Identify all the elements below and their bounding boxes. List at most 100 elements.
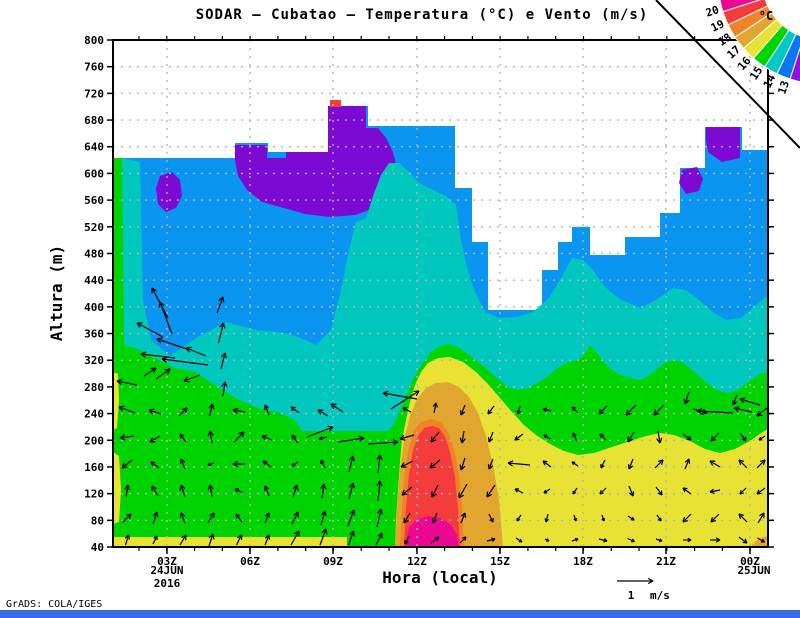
wind-arrow bbox=[348, 455, 355, 473]
wind-arrow bbox=[232, 460, 245, 468]
wind-arrow bbox=[208, 533, 215, 547]
plot-title: SODAR — Cubatao — Temperatura (°C) e Ven… bbox=[196, 7, 649, 23]
wind-arrow bbox=[682, 433, 692, 441]
wind-arrow bbox=[150, 461, 160, 469]
wind-arrow bbox=[155, 368, 171, 380]
wind-arrow bbox=[183, 374, 201, 383]
wind-arrow bbox=[598, 405, 608, 415]
wind-arrow bbox=[738, 536, 748, 544]
contour-band-red bbox=[404, 426, 460, 547]
wind-arrow bbox=[402, 407, 412, 413]
x-tick-label: 18Z bbox=[573, 555, 593, 568]
colorbar-label: 13 bbox=[776, 79, 792, 96]
wind-arrow bbox=[599, 487, 607, 495]
y-tick-label: 800 bbox=[84, 34, 104, 47]
wind-arrow bbox=[543, 434, 551, 440]
wind-arrow bbox=[376, 454, 383, 474]
y-tick-label: 520 bbox=[84, 221, 104, 234]
wind-arrow bbox=[601, 514, 606, 522]
vector-key-arrow bbox=[617, 577, 654, 585]
wind-arrow bbox=[516, 514, 522, 522]
wind-arrow bbox=[542, 407, 552, 412]
wind-arrow bbox=[156, 337, 188, 350]
wind-arrow bbox=[185, 346, 207, 357]
wind-arrow bbox=[653, 404, 665, 416]
x-tick-label: 21Z bbox=[656, 555, 676, 568]
wind-arrow bbox=[514, 488, 524, 494]
wind-arrow bbox=[488, 513, 494, 523]
wind-arrow bbox=[264, 534, 271, 546]
y-tick-label: 400 bbox=[84, 301, 104, 314]
wind-arrow bbox=[682, 487, 692, 495]
wind-arrow bbox=[217, 322, 226, 344]
wind-arrow bbox=[235, 534, 243, 546]
x-tick-label: 09Z bbox=[323, 555, 343, 568]
wind-arrow bbox=[152, 511, 159, 525]
wind-arrow bbox=[347, 509, 356, 527]
y-tick-label: 120 bbox=[84, 488, 104, 501]
wind-arrow bbox=[684, 458, 691, 470]
wind-arrow bbox=[118, 405, 136, 414]
y-tick-label: 720 bbox=[84, 87, 104, 100]
wind-arrow bbox=[158, 301, 173, 335]
wind-arrow bbox=[216, 296, 225, 314]
wind-arrow bbox=[709, 488, 721, 494]
wind-arrow bbox=[430, 536, 440, 544]
y-tick-label: 680 bbox=[84, 114, 104, 127]
y-tick-label: 160 bbox=[84, 461, 104, 474]
wind-arrow bbox=[119, 434, 135, 441]
x-tick-label: 06Z bbox=[240, 555, 260, 568]
grads-watermark: GrADS: COLA/IGES bbox=[6, 599, 102, 610]
contour-band-purple_left bbox=[156, 172, 182, 212]
wind-arrow bbox=[207, 512, 215, 524]
wind-arrow bbox=[320, 483, 327, 499]
wind-arrow bbox=[656, 430, 663, 444]
wind-arrow bbox=[122, 513, 132, 523]
wind-arrow bbox=[683, 537, 692, 543]
y-tick-label: 80 bbox=[91, 514, 104, 527]
wind-arrow bbox=[261, 434, 273, 441]
wind-arrow bbox=[627, 431, 635, 443]
x-tick-label: 03Z bbox=[157, 555, 177, 568]
vector-key-unit: m/s bbox=[650, 589, 670, 602]
plot-border bbox=[112, 39, 769, 548]
wind-arrow bbox=[572, 487, 578, 495]
wind-arrow bbox=[573, 514, 578, 522]
wind-arrow bbox=[683, 391, 690, 405]
wind-arrow bbox=[599, 433, 607, 441]
wind-arrow bbox=[627, 537, 635, 543]
vector-key: 1 m/s bbox=[617, 577, 670, 602]
colorbar-label: 20 bbox=[704, 3, 721, 19]
wind-arrow bbox=[221, 381, 228, 397]
y-tick-label: 640 bbox=[84, 141, 104, 154]
wind-arrow bbox=[459, 404, 466, 416]
wind-arrow bbox=[487, 431, 494, 443]
y-tick-label: 480 bbox=[84, 247, 104, 260]
wind-arrow bbox=[738, 459, 748, 469]
y-tick-label: 240 bbox=[84, 408, 104, 421]
wind-arrow bbox=[263, 404, 270, 416]
wind-arrow bbox=[515, 537, 523, 543]
wind-arrow bbox=[656, 514, 662, 522]
wind-arrow bbox=[376, 480, 383, 502]
wind-arrow bbox=[710, 537, 721, 543]
wind-arrow bbox=[655, 486, 663, 496]
date-end-label: 25JUN bbox=[737, 564, 770, 577]
wind-arrow bbox=[739, 487, 747, 495]
bottom-edge-bar bbox=[0, 610, 800, 618]
wind-arrow bbox=[290, 406, 300, 414]
wind-arrow bbox=[143, 367, 157, 377]
wind-arrow bbox=[376, 508, 384, 528]
wind-arrow bbox=[655, 538, 663, 543]
wind-arrow bbox=[330, 403, 344, 413]
y-tick-label: 440 bbox=[84, 274, 104, 287]
wind-arrow bbox=[738, 513, 748, 523]
wind-arrow bbox=[598, 538, 608, 543]
wind-arrow bbox=[516, 405, 521, 415]
x-axis-title: Hora (local) bbox=[382, 568, 498, 587]
wind-arrow bbox=[208, 403, 215, 417]
colorbar-label: 19 bbox=[709, 17, 727, 34]
wind-arrow bbox=[367, 439, 399, 446]
y-tick-label: 560 bbox=[84, 194, 104, 207]
